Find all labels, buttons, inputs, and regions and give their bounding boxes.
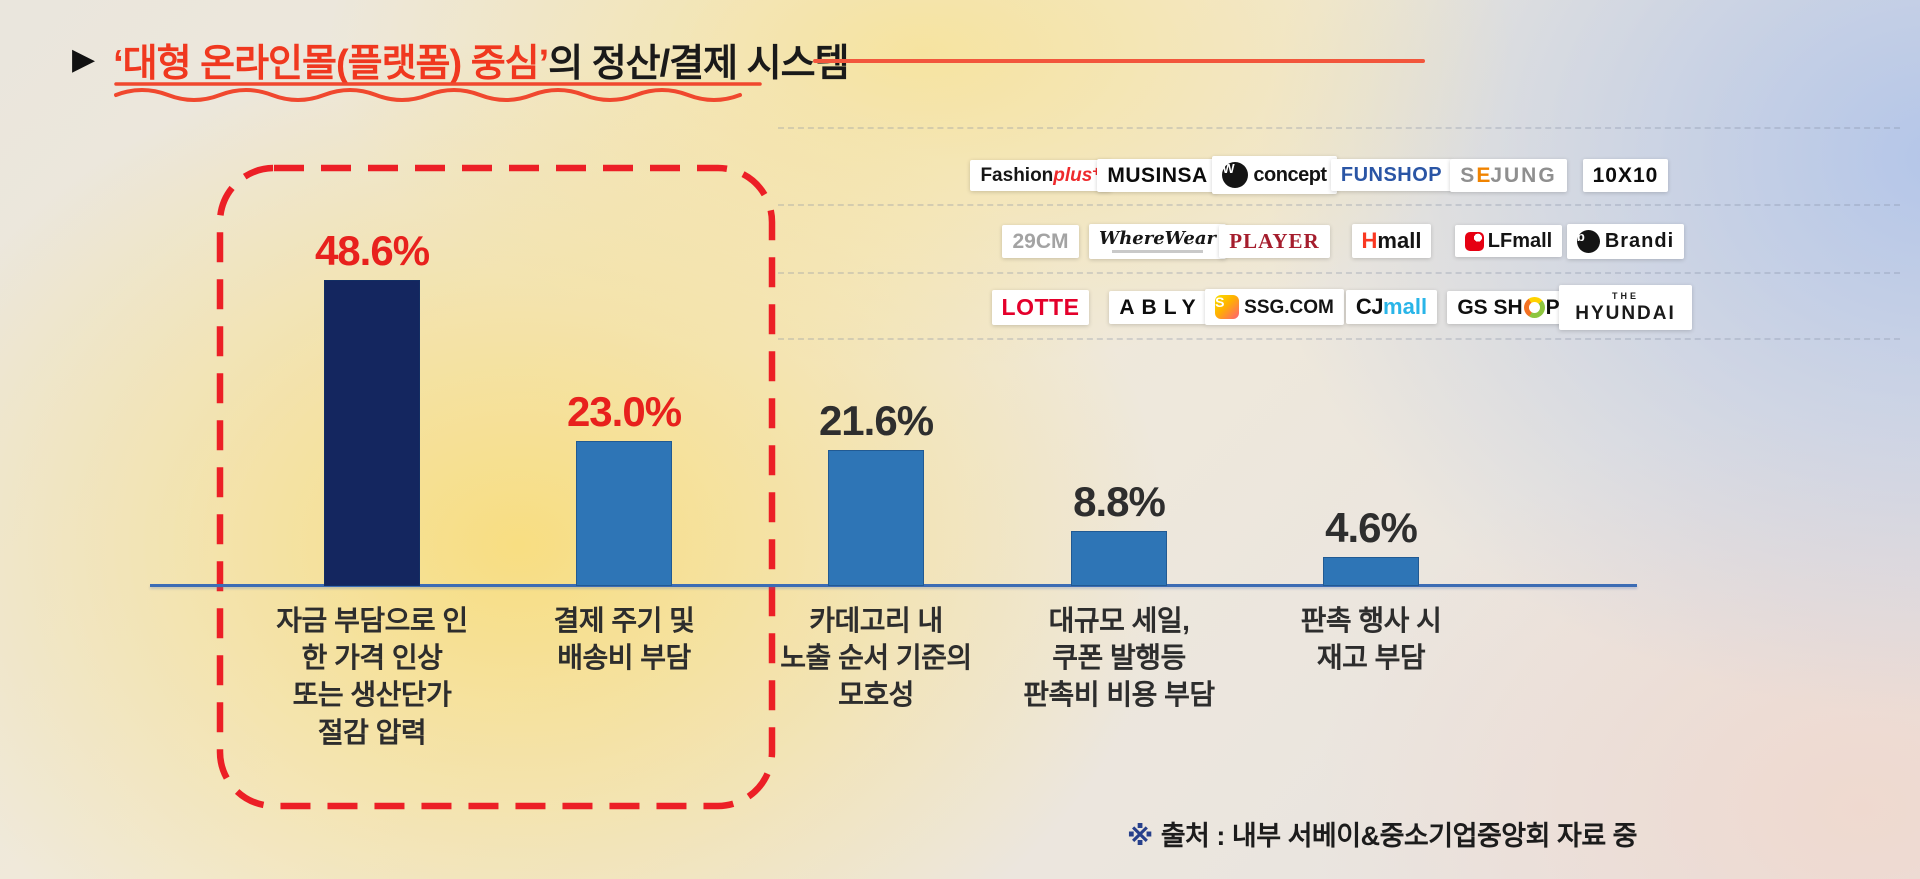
logo-text: MUSINSA xyxy=(1107,163,1208,187)
gs-swirl-icon xyxy=(1523,296,1545,318)
logo-text: mall xyxy=(1377,228,1422,253)
logo-text: FUNSHOP xyxy=(1340,164,1443,186)
category-label: 결제 주기 및 배송비 부담 xyxy=(553,605,695,674)
logo-thehyundai: THE HYUNDAI xyxy=(1559,284,1692,330)
triangle-bullet-icon: ▶ xyxy=(72,42,96,76)
logo-text: GS SH xyxy=(1457,295,1523,319)
logo-sejung: S E JUNG xyxy=(1450,158,1567,192)
dotted-guide-line xyxy=(778,204,1900,206)
reference-mark-icon: ※ xyxy=(1126,821,1153,851)
logo-text: LOTTE xyxy=(1001,293,1080,320)
title-rest: 의 정산/결제 시스템 xyxy=(548,43,849,85)
bar-column: 21.6% xyxy=(746,400,1006,586)
logo-wherewear: WhereWear xyxy=(1088,223,1227,259)
plus-icon: + xyxy=(1092,164,1100,178)
bar-value-label: 4.6% xyxy=(1325,504,1418,551)
logo-text: HYUNDAI xyxy=(1575,302,1676,324)
bar xyxy=(1323,557,1419,586)
logo-text: LFmall xyxy=(1487,230,1553,252)
bar-value-label: 21.6% xyxy=(818,397,934,444)
logo-text: P xyxy=(1545,295,1560,319)
logo-text: 29CM xyxy=(1012,229,1069,253)
dotted-guide-line xyxy=(778,272,1900,274)
logo-text: S xyxy=(1460,163,1477,187)
logo-player: PLAYER xyxy=(1219,224,1330,258)
logo-text: THE xyxy=(1612,290,1639,301)
ssg-badge-icon: S xyxy=(1215,295,1240,319)
bar-value-label: 48.6% xyxy=(314,227,430,274)
dotted-guide-line xyxy=(778,127,1900,129)
logo-text: plus xyxy=(1053,164,1093,186)
bar-value-label: 23.0% xyxy=(566,388,682,435)
category-label: 자금 부담으로 인 한 가격 인상 또는 생산단가 절감 압력 xyxy=(276,605,468,748)
logo-ssg: S SSG.COM xyxy=(1205,289,1344,325)
bar-column: 8.8% xyxy=(989,481,1249,586)
bar-column: 4.6% xyxy=(1241,507,1501,586)
logo-text: concept xyxy=(1253,164,1327,186)
logo-text: 10X10 xyxy=(1592,163,1659,187)
logo-lotte: LOTTE xyxy=(991,289,1090,325)
category-label: 카데고리 내 노출 순서 기준의 모호성 xyxy=(780,605,972,711)
logo-lfmall: LFmall xyxy=(1454,225,1563,257)
logo-musinsa: MUSINSA xyxy=(1097,158,1218,192)
lfmall-icon xyxy=(1464,231,1484,251)
logo-text: JUNG xyxy=(1490,163,1557,187)
title-horizontal-rule xyxy=(813,59,1425,63)
logo-cjmall: CJ mall xyxy=(1345,290,1438,324)
logo-ably: ABLY xyxy=(1109,290,1206,324)
logo-29cm: 29CM xyxy=(1002,224,1079,258)
logo-text: WhereWear xyxy=(1098,227,1217,249)
logo-text: CJ xyxy=(1355,294,1384,319)
bar xyxy=(1071,531,1167,586)
bar-column: 48.6% xyxy=(242,230,502,586)
logo-text: H xyxy=(1361,228,1378,253)
logo-text: PLAYER xyxy=(1229,228,1320,253)
logo-text: mall xyxy=(1383,294,1428,319)
source-note: ※ 출처 : 내부 서베이&중소기업중앙회 자료 중 xyxy=(1126,814,1638,853)
brandi-circle-icon: b xyxy=(1576,229,1600,253)
slide-title: ▶ ‘대형 온라인몰(플랫폼) 중심’의 정산/결제 시스템 xyxy=(72,32,850,87)
page-title: ‘대형 온라인몰(플랫폼) 중심’의 정산/결제 시스템 xyxy=(113,32,849,87)
logo-10x10: 10X10 xyxy=(1582,158,1669,192)
logo-text: Brandi xyxy=(1604,230,1675,252)
logo-gsshop: GS SH P xyxy=(1447,290,1570,324)
wconcept-circle-icon: W xyxy=(1222,162,1249,188)
bar xyxy=(828,450,924,586)
logo-brandi: b Brandi xyxy=(1566,223,1685,259)
source-text: 출처 : 내부 서베이&중소기업중앙회 자료 중 xyxy=(1160,821,1638,851)
bar xyxy=(576,441,672,586)
sejung-orange-e: E xyxy=(1476,163,1491,187)
bar xyxy=(324,280,420,586)
bar-value-label: 8.8% xyxy=(1073,478,1166,525)
title-highlight: ‘대형 온라인몰(플랫폼) 중심’ xyxy=(113,43,549,85)
category-label: 판촉 행사 시 재고 부담 xyxy=(1300,605,1442,674)
logo-text: SSG.COM xyxy=(1244,296,1334,318)
bar-column: 23.0% xyxy=(494,391,754,586)
logo-funshop: FUNSHOP xyxy=(1330,159,1453,191)
logo-text: Fashion xyxy=(980,164,1054,186)
category-label: 대규모 세일, 쿠폰 발행등 판촉비 비용 부담 xyxy=(1023,605,1215,711)
dotted-guide-line xyxy=(778,338,1900,340)
logo-text: ABLY xyxy=(1119,295,1203,319)
wherewear-tagline xyxy=(1111,249,1204,253)
